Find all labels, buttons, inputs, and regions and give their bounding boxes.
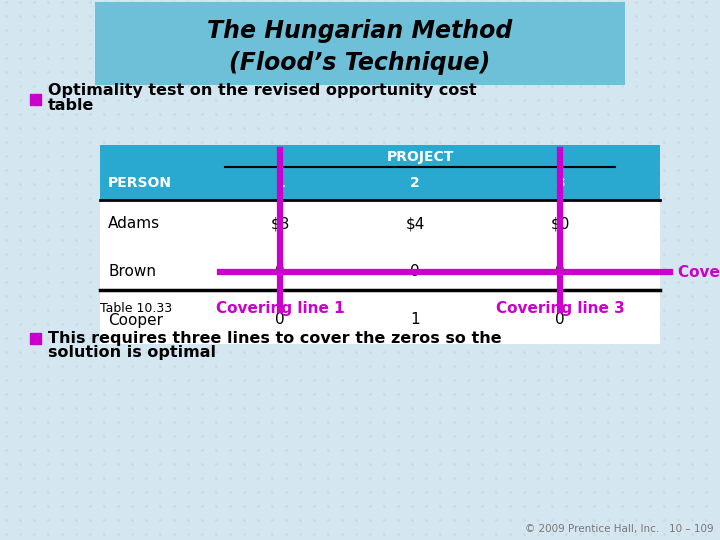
- Text: 1: 1: [275, 176, 285, 190]
- Text: Optimality test on the revised opportunity cost: Optimality test on the revised opportuni…: [48, 84, 477, 98]
- Text: Table 10.33: Table 10.33: [100, 301, 172, 314]
- Bar: [100, 248, 660, 296]
- FancyBboxPatch shape: [95, 2, 625, 85]
- Bar: [30, 333, 41, 344]
- Text: table: table: [48, 98, 94, 112]
- Text: Cooper: Cooper: [108, 313, 163, 327]
- Text: 3: 3: [555, 176, 564, 190]
- Text: Adams: Adams: [108, 217, 160, 232]
- Bar: [100, 296, 660, 344]
- Text: The Hungarian Method: The Hungarian Method: [207, 19, 513, 43]
- Text: © 2009 Prentice Hall, Inc.   10 – 109: © 2009 Prentice Hall, Inc. 10 – 109: [526, 524, 714, 534]
- Bar: [100, 200, 660, 248]
- Text: 0: 0: [555, 313, 564, 327]
- Text: $3: $3: [270, 217, 289, 232]
- Text: 0: 0: [275, 265, 285, 280]
- Text: (Flood’s Technique): (Flood’s Technique): [230, 51, 490, 75]
- Text: 1: 1: [410, 313, 420, 327]
- Text: solution is optimal: solution is optimal: [48, 346, 216, 361]
- Text: Covering line 1: Covering line 1: [216, 300, 344, 315]
- Text: This requires three lines to cover the zeros so the: This requires three lines to cover the z…: [48, 330, 502, 346]
- Text: Brown: Brown: [108, 265, 156, 280]
- Text: $0: $0: [550, 217, 570, 232]
- Text: PROJECT: PROJECT: [387, 150, 454, 164]
- Text: 0: 0: [410, 265, 420, 280]
- Text: Covering line 3: Covering line 3: [495, 300, 624, 315]
- Text: 2: 2: [410, 176, 420, 190]
- Text: Covering line 2: Covering line 2: [678, 265, 720, 280]
- Bar: [30, 94, 41, 105]
- Text: $4: $4: [405, 217, 425, 232]
- Text: 0: 0: [555, 265, 564, 280]
- Text: PERSON: PERSON: [108, 176, 172, 190]
- Bar: [100, 145, 660, 200]
- Text: 0: 0: [275, 313, 285, 327]
